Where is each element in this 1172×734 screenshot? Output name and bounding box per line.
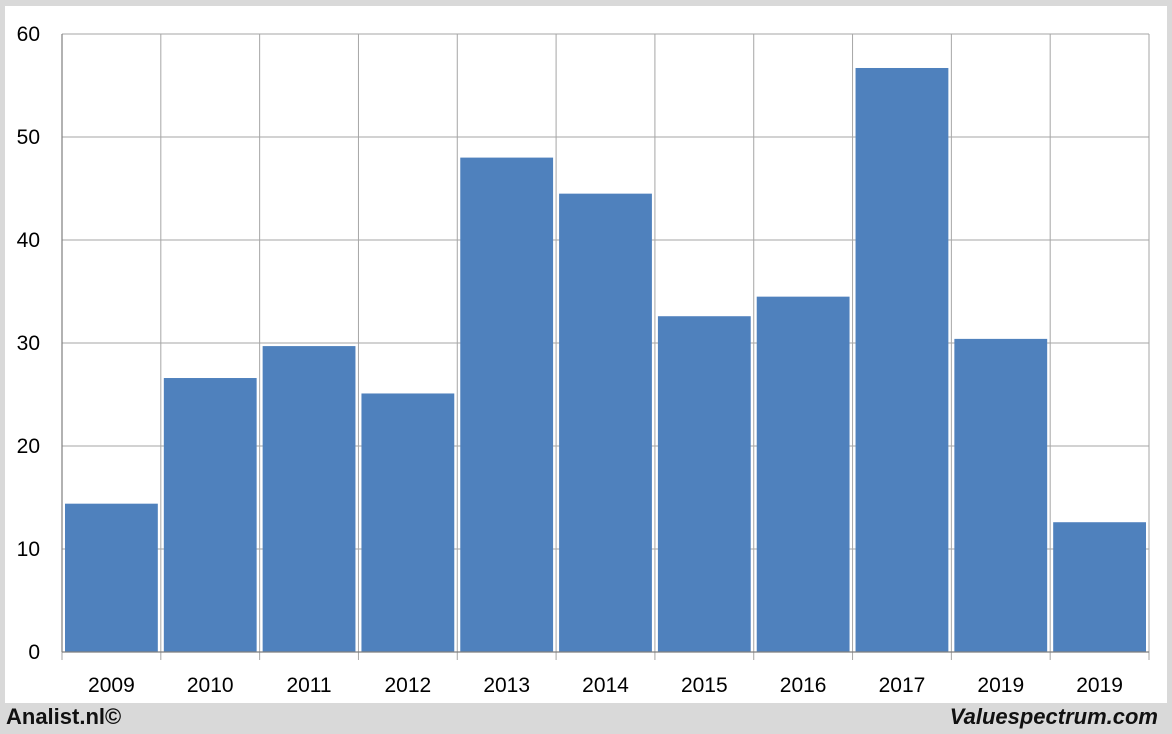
x-tick-label: 2009 bbox=[88, 674, 135, 697]
x-tick-labels: 2009 2010 2011 2012 2013 2014 2015 2016 2017 2019… bbox=[88, 674, 1123, 697]
bar bbox=[559, 193, 652, 652]
y-tick-label: 40 bbox=[17, 229, 40, 252]
source-credit-left: Analist.nl© bbox=[6, 704, 122, 729]
bar bbox=[657, 316, 751, 652]
bar bbox=[1053, 522, 1146, 652]
x-tick-label: 2014 bbox=[582, 674, 629, 697]
y-tick-label: 10 bbox=[17, 538, 40, 561]
x-tick-label: 2011 bbox=[286, 674, 331, 697]
bar bbox=[361, 393, 455, 652]
bar bbox=[163, 378, 257, 652]
x-tick-label: 2010 bbox=[187, 674, 234, 697]
x-tick-label: 2013 bbox=[483, 674, 530, 697]
bar bbox=[954, 338, 1048, 652]
bar bbox=[65, 503, 158, 652]
x-tick-label: 2019 bbox=[1076, 674, 1123, 697]
x-tick-label: 2015 bbox=[681, 674, 728, 697]
y-tick-label: 20 bbox=[17, 435, 40, 458]
axes bbox=[61, 34, 1149, 653]
x-tick-label: 2019 bbox=[977, 674, 1024, 697]
x-tick-label: 2012 bbox=[385, 674, 432, 697]
y-tick-label: 60 bbox=[17, 23, 40, 46]
bars bbox=[65, 67, 1146, 653]
bar bbox=[460, 157, 554, 652]
bar bbox=[262, 346, 356, 652]
y-tick-labels: 0 10 20 30 40 50 60 bbox=[17, 23, 40, 664]
source-credit-right: Valuespectrum.com bbox=[949, 704, 1158, 729]
y-tick-label: 30 bbox=[17, 332, 40, 355]
x-tick-label: 2017 bbox=[879, 674, 926, 697]
x-tick-label: 2016 bbox=[780, 674, 827, 697]
y-tick-label: 0 bbox=[28, 641, 40, 664]
bar bbox=[855, 67, 949, 653]
bar bbox=[756, 296, 850, 652]
y-tick-label: 50 bbox=[17, 126, 40, 149]
